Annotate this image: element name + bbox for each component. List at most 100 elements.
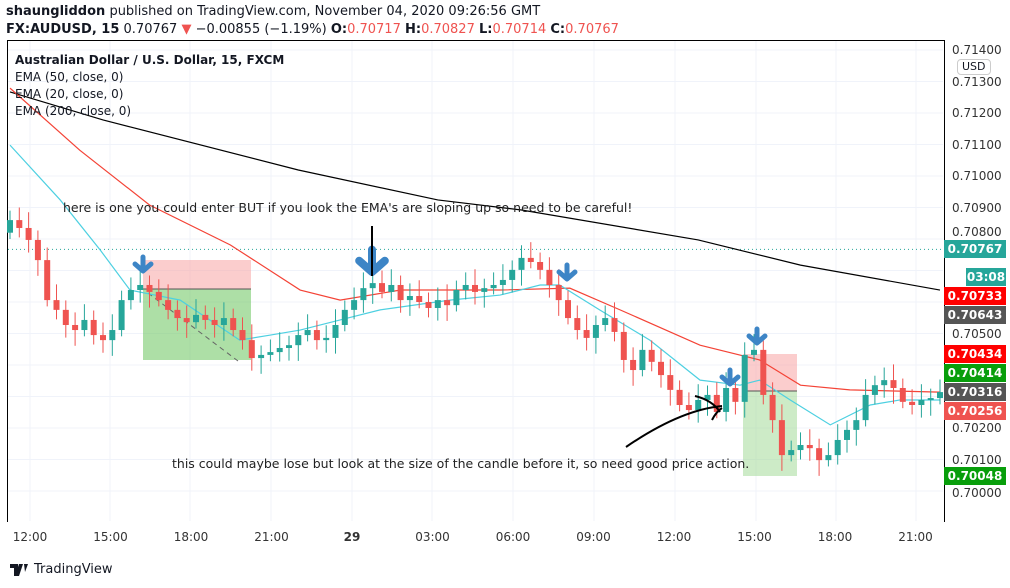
candle-body <box>937 392 943 399</box>
annotation-bottom: this could maybe lose but look at the si… <box>172 456 750 471</box>
candle-body <box>909 401 916 406</box>
time-axis-label: 06:00 <box>495 530 531 544</box>
candle-body <box>704 394 711 400</box>
candle-body <box>574 318 581 331</box>
candle-body <box>286 345 292 348</box>
candle-body <box>341 309 348 325</box>
candle-body <box>220 318 227 325</box>
time-axis-label: 15:00 <box>737 530 772 544</box>
candle-body <box>81 319 88 331</box>
stop-loss-zone <box>743 354 797 391</box>
low-label: L: <box>479 22 493 37</box>
candle-body <box>658 361 664 376</box>
candle-body <box>248 340 255 359</box>
time-axis-label: 12:00 <box>12 530 48 544</box>
symbol-bar: FX:AUDUSD, 15 0.70767 ▼ −0.00855 (−1.19%… <box>6 22 619 37</box>
price-axis-label: 0.71100 <box>952 138 1002 152</box>
candle-body <box>109 330 116 341</box>
pointer-curve <box>625 395 723 448</box>
candle-body <box>499 279 506 285</box>
close-value: 0.70767 <box>565 22 619 37</box>
candle-body <box>490 284 497 289</box>
price-axis-label: 0.70000 <box>952 486 1002 500</box>
candle-body <box>416 296 423 302</box>
chart-pane[interactable] <box>7 40 945 522</box>
candle-body <box>239 330 246 341</box>
time-axis-label: 09:00 <box>576 530 611 544</box>
candle-body <box>453 290 460 306</box>
candle-body <box>741 354 748 402</box>
price-tag: 0.70048 <box>944 467 1006 485</box>
price-axis-label: 0.71300 <box>952 75 1002 89</box>
candle-body <box>760 349 767 395</box>
candle-body <box>834 439 841 456</box>
candle-body <box>927 398 934 400</box>
candle-body <box>639 349 646 371</box>
candle-body <box>667 375 674 390</box>
candle-body <box>797 445 804 451</box>
candle-body <box>146 284 153 292</box>
candle-body <box>323 337 330 341</box>
high-label: H: <box>405 22 422 37</box>
candle-body <box>351 300 358 310</box>
candle-body <box>723 387 730 412</box>
candle-body <box>546 269 553 285</box>
candle-body <box>72 324 79 331</box>
legend-ema200[interactable]: EMA (200, close, 0) <box>15 104 132 118</box>
price-axis-label: 0.71200 <box>952 106 1002 120</box>
candle-body <box>211 319 218 325</box>
ema20-line <box>9 144 940 426</box>
down-arrow-icon <box>719 367 741 387</box>
price-tag: 0.70256 <box>944 402 1006 420</box>
annotation-top: here is one you could enter BUT if you l… <box>63 200 633 215</box>
candle-body <box>788 450 795 456</box>
candle-body <box>434 300 441 308</box>
down-arrow-icon <box>132 254 154 274</box>
price-tag: 0.70733 <box>944 287 1006 305</box>
candle-body <box>611 318 618 332</box>
candle-body <box>313 330 320 341</box>
candle-body <box>825 455 832 461</box>
price-tag: 0.70434 <box>944 345 1006 363</box>
high-value: 0.70827 <box>421 22 475 37</box>
candle-body <box>165 300 172 310</box>
time-axis-label: 15:00 <box>93 530 128 544</box>
publish-info: shaungliddon published on TradingView.co… <box>6 4 540 19</box>
candle-body <box>676 389 683 406</box>
legend-ema20[interactable]: EMA (20, close, 0) <box>15 87 124 101</box>
candle-body <box>267 352 274 355</box>
candle-body <box>62 309 69 325</box>
candle-body <box>509 269 516 280</box>
candle-body <box>388 284 395 292</box>
candle-body <box>127 290 134 301</box>
tradingview-logo[interactable]: TradingView <box>10 562 113 577</box>
price-tag: 0.70767 <box>944 240 1006 258</box>
candle-body <box>890 380 897 388</box>
open-value: 0.70717 <box>347 22 401 37</box>
candle-body <box>695 399 702 411</box>
candle-body <box>25 227 32 240</box>
price-axis-label: 0.70800 <box>952 225 1002 239</box>
ema200-line <box>9 91 941 291</box>
candle-body <box>620 331 627 360</box>
candle-body <box>602 318 609 325</box>
price-axis-label: 0.70100 <box>952 453 1002 467</box>
currency-button[interactable]: USD <box>957 59 991 75</box>
candle-body <box>527 257 534 262</box>
candle-body <box>425 302 432 308</box>
down-arrow-icon <box>556 262 578 282</box>
candle-body <box>862 394 869 421</box>
candle-body <box>537 261 544 270</box>
legend-ema50[interactable]: EMA (50, close, 0) <box>15 70 124 84</box>
candle-body <box>193 314 199 323</box>
candle-body <box>648 349 655 362</box>
down-arrow-icon <box>746 326 768 346</box>
candle-body <box>630 359 637 371</box>
candle-body <box>155 291 162 301</box>
candle-body <box>444 300 451 306</box>
candle-body <box>899 387 906 402</box>
candle-body <box>751 349 757 355</box>
author[interactable]: shaungliddon <box>6 4 106 19</box>
candle-body <box>379 283 385 292</box>
